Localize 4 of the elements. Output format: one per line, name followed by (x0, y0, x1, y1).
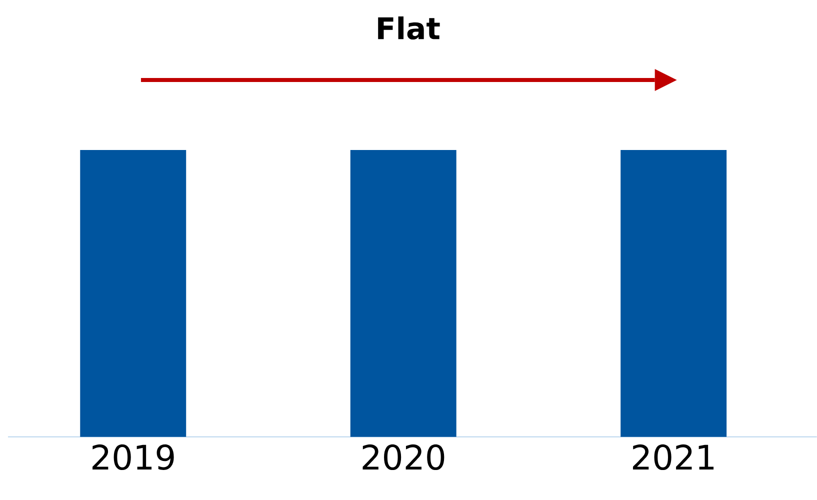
x-tick-label: 2020 (362, 444, 444, 470)
x-tick-label: 2019 (92, 444, 174, 470)
x-tick-label: 2021 (632, 444, 714, 470)
chart-title: Flat (378, 16, 440, 40)
